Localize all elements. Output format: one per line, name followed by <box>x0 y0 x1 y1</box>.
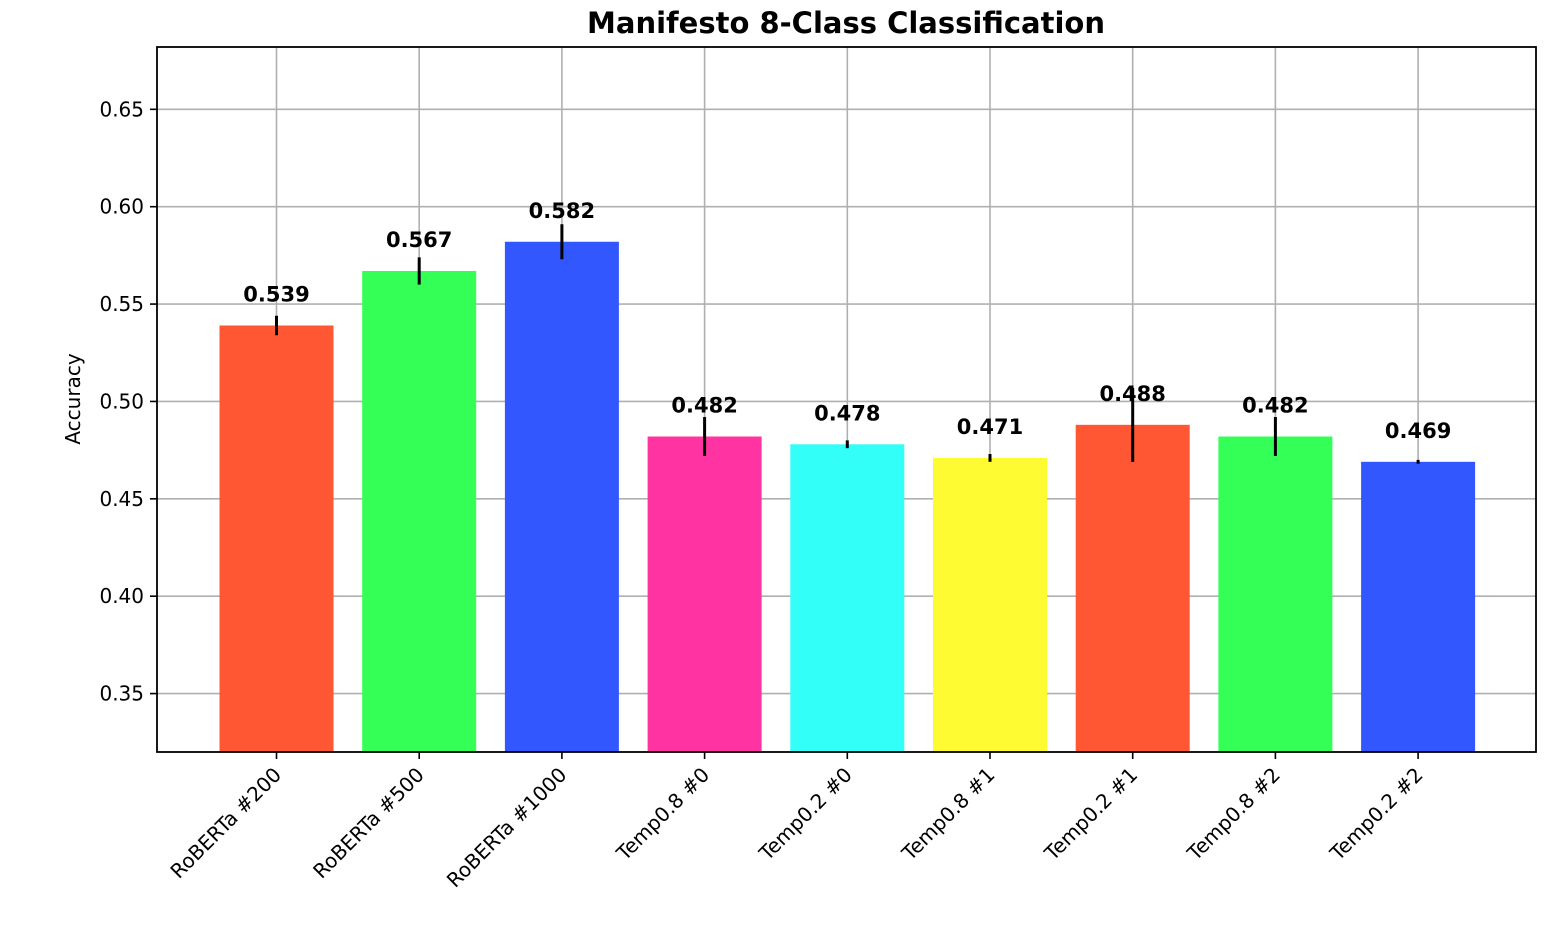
x-tick-label: RoBERTa #200 <box>165 763 286 884</box>
value-label: 0.567 <box>386 228 452 252</box>
chart-title: Manifesto 8-Class Classification <box>587 6 1105 40</box>
y-tick-label: 0.45 <box>99 487 144 511</box>
bar <box>504 241 619 752</box>
x-tick-label: RoBERTa #500 <box>308 763 429 884</box>
y-tick-label: 0.50 <box>99 389 144 413</box>
x-tick-label: Temp0.2 #0 <box>754 763 857 866</box>
y-tick-label: 0.55 <box>99 292 144 316</box>
y-axis-label: Accuracy <box>61 353 85 444</box>
x-tick-label: Temp0.8 #0 <box>611 763 714 866</box>
error-bars <box>275 224 1420 464</box>
value-label: 0.482 <box>671 394 737 418</box>
y-tick-label: 0.65 <box>99 97 144 121</box>
bar <box>362 270 477 752</box>
bar <box>933 457 1047 752</box>
bar <box>219 325 334 752</box>
value-label: 0.482 <box>1242 394 1308 418</box>
bars <box>219 241 1476 752</box>
value-label: 0.582 <box>529 199 595 223</box>
x-axis-ticks: RoBERTa #200 RoBERTa #500 RoBERTa #1000 Tem… <box>165 752 1428 893</box>
x-tick-label: Temp0.8 #1 <box>896 763 999 866</box>
y-tick-label: 0.35 <box>99 682 144 706</box>
y-axis-ticks: 0.35 0.40 0.45 0.50 0.55 0.60 0.65 <box>99 97 157 706</box>
x-tick-label: RoBERTa #1000 <box>442 763 572 893</box>
x-tick-label: Temp0.8 #2 <box>1182 763 1285 866</box>
bar <box>1218 436 1333 752</box>
value-label: 0.488 <box>1099 382 1165 406</box>
y-tick-label: 0.60 <box>99 195 144 219</box>
y-tick-label: 0.40 <box>99 584 144 608</box>
x-tick-label: Temp0.2 #2 <box>1324 763 1427 866</box>
value-labels: 0.539 0.567 0.582 0.482 0.478 0.471 0.488 0.482… <box>243 199 1451 443</box>
bar <box>790 444 905 752</box>
bar <box>1361 461 1476 752</box>
value-label: 0.471 <box>957 415 1023 439</box>
value-label: 0.478 <box>814 401 880 425</box>
value-label: 0.539 <box>243 282 309 306</box>
bar <box>1075 424 1190 752</box>
x-tick-label: Temp0.2 #1 <box>1039 763 1142 866</box>
bar <box>647 436 762 752</box>
value-label: 0.469 <box>1385 419 1451 443</box>
